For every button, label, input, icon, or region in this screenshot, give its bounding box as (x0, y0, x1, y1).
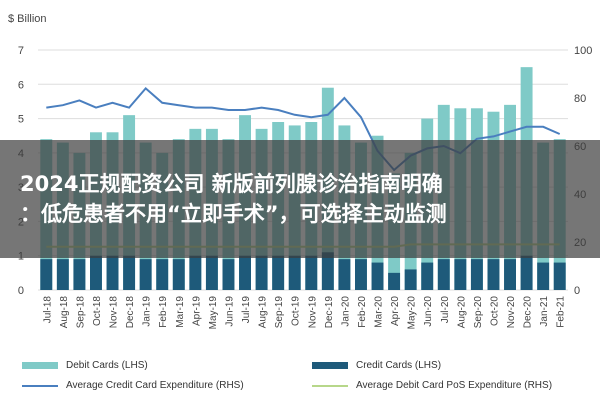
x-tick-label: Mar-20 (374, 296, 385, 328)
x-tick-label: Jan-21 (539, 296, 550, 327)
credit-bar (123, 255, 136, 290)
x-tick-label: Jan-19 (142, 296, 153, 327)
legend-swatch-credit (312, 362, 348, 369)
credit-bar (355, 259, 367, 290)
x-tick-label: Oct-18 (92, 296, 103, 326)
legend-item-credit: Credit Cards (LHS) (312, 360, 441, 371)
credit-bar (139, 259, 152, 290)
legend-label-avg-debit: Average Debit Card PoS Expenditure (RHS) (356, 380, 553, 391)
credit-bar (156, 259, 169, 290)
left-tick-label: 5 (18, 114, 24, 126)
headline-overlay: 2024正规配资公司 新版前列腺诊治指南明确 ：低危患者不用“立即手术”，可选择… (0, 140, 600, 258)
credit-bar (305, 255, 318, 290)
legend-item-avg-credit: Average Credit Card Expenditure (RHS) (22, 380, 244, 391)
x-tick-label: Sep-19 (274, 296, 285, 329)
legend-item-avg-debit: Average Debit Card PoS Expenditure (RHS) (312, 380, 552, 391)
x-tick-label: Nov-19 (307, 296, 318, 329)
x-tick-label: Jul-20 (440, 296, 451, 324)
right-tick-label: 80 (574, 93, 586, 105)
credit-bar (73, 259, 86, 290)
credit-bar (106, 255, 119, 290)
x-tick-label: Aug-19 (258, 296, 269, 329)
credit-bar (437, 259, 450, 290)
right-tick-label: 100 (574, 45, 592, 57)
x-tick-label: Feb-19 (158, 296, 169, 328)
x-tick-label: Jan-20 (340, 296, 351, 327)
x-tick-label: Feb-20 (357, 296, 368, 328)
credit-bar (388, 272, 401, 290)
x-tick-label: Oct-19 (291, 296, 302, 326)
legend-swatch-debit (22, 362, 58, 369)
credit-bar (321, 252, 334, 290)
credit-bar (537, 262, 550, 290)
headline-line-1: 2024正规配资公司 新版前列腺诊治指南明确 (20, 172, 443, 196)
x-tick-label: Aug-20 (456, 296, 467, 329)
legend-label-credit: Credit Cards (LHS) (356, 360, 442, 371)
right-tick-label: 0 (574, 285, 580, 297)
x-tick-label: Feb-21 (556, 296, 567, 328)
credit-bar (520, 255, 533, 290)
credit-bar (338, 259, 351, 290)
left-tick-label: 0 (18, 285, 24, 297)
x-tick-label: Dec-19 (324, 296, 335, 329)
legend-label-avg-credit: Average Credit Card Expenditure (RHS) (66, 380, 244, 391)
credit-bar (454, 259, 467, 290)
x-tick-label: Apr-19 (191, 296, 202, 326)
legend-line-avg-debit (312, 384, 348, 387)
credit-bar (189, 255, 202, 290)
credit-bar (288, 255, 301, 290)
credit-bar (222, 259, 235, 290)
credit-bar (40, 259, 53, 290)
credit-bar (56, 259, 69, 290)
credit-bar (205, 255, 218, 290)
credit-bar (421, 262, 434, 290)
x-tick-label: Nov-18 (109, 296, 120, 329)
x-tick-label: Sep-20 (473, 296, 484, 329)
credit-bar (90, 255, 102, 290)
x-tick-label: Jun-19 (224, 296, 235, 327)
credit-bar (404, 269, 417, 290)
x-tick-label: Apr-20 (390, 296, 401, 326)
credit-bar (255, 255, 268, 290)
x-tick-label: May-19 (208, 296, 219, 330)
left-tick-label: 6 (18, 79, 24, 91)
x-tick-label: Aug-18 (59, 296, 70, 329)
x-tick-label: Jul-18 (42, 296, 53, 324)
legend-line-avg-credit (22, 384, 58, 387)
credit-bar (371, 262, 384, 290)
credit-bar (172, 259, 185, 290)
credit-bar (470, 259, 483, 290)
credit-bar (487, 259, 500, 290)
credit-bar (239, 255, 251, 290)
x-tick-label: Jun-20 (423, 296, 434, 327)
left-axis-label: $ Billion (8, 13, 47, 25)
credit-bar (553, 262, 566, 290)
legend: Debit Cards (LHS) Credit Cards (LHS) Ave… (22, 358, 582, 398)
credit-bar (504, 259, 516, 290)
x-tick-label: May-20 (407, 296, 418, 330)
x-tick-label: Jul-19 (241, 296, 252, 324)
x-tick-label: Oct-20 (489, 296, 500, 326)
credit-bar (272, 255, 285, 290)
left-tick-label: 7 (18, 45, 24, 57)
x-tick-label: Nov-20 (506, 296, 517, 329)
legend-item-debit: Debit Cards (LHS) (22, 360, 148, 371)
x-tick-label: Dec-18 (125, 296, 136, 329)
x-tick-label: Mar-19 (175, 296, 186, 328)
headline-line-2: ：低危患者不用“立即手术”，可选择主动监测 (20, 202, 447, 226)
x-tick-label: Sep-18 (75, 296, 86, 329)
legend-label-debit: Debit Cards (LHS) (66, 360, 148, 371)
x-tick-label: Dec-20 (523, 296, 534, 329)
